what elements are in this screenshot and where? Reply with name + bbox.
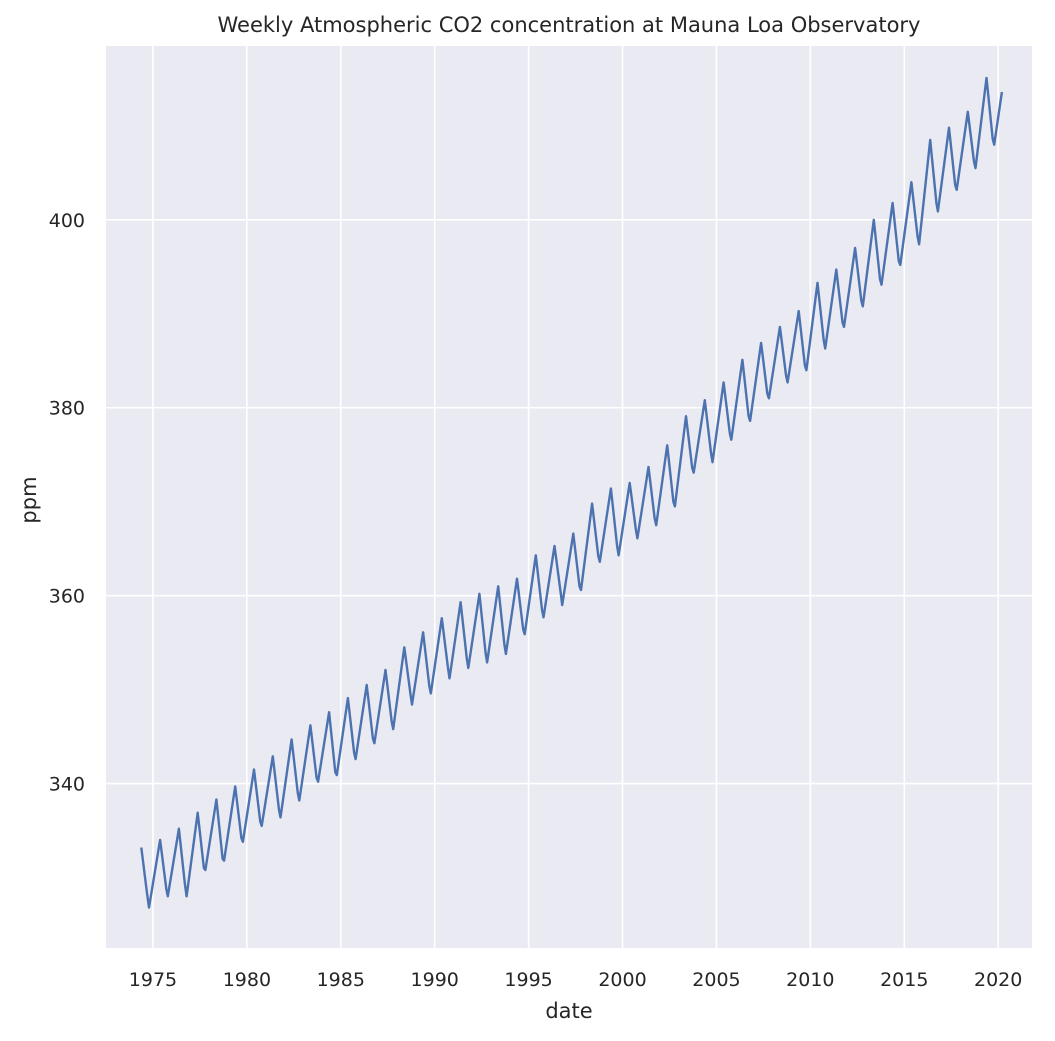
chart-title: Weekly Atmospheric CO2 concentration at … (218, 13, 921, 37)
y-tick-label: 380 (49, 398, 85, 420)
x-tick-label: 1990 (411, 969, 459, 991)
x-tick-label: 1995 (504, 969, 552, 991)
series-line (140, 76, 1004, 909)
y-tick-label: 360 (49, 586, 85, 608)
x-tick-label: 1985 (317, 969, 365, 991)
x-tick-label: 1980 (223, 969, 271, 991)
x-tick-label: 2020 (974, 969, 1022, 991)
x-tick-label: 2005 (692, 969, 740, 991)
x-axis-label: date (545, 999, 592, 1023)
x-tick-label: 1975 (129, 969, 177, 991)
y-tick-label: 400 (49, 210, 85, 232)
y-axis-label: ppm (17, 476, 41, 523)
plot-background (106, 46, 1032, 948)
plot-area: 1975 1980 1985 1990 1995 2000 2005 2010 2015 2020… (49, 46, 1032, 991)
x-tick-label: 2010 (786, 969, 834, 991)
y-tick-label: 340 (49, 774, 85, 796)
x-tick-label: 2015 (880, 969, 928, 991)
x-tick-label: 2000 (598, 969, 646, 991)
